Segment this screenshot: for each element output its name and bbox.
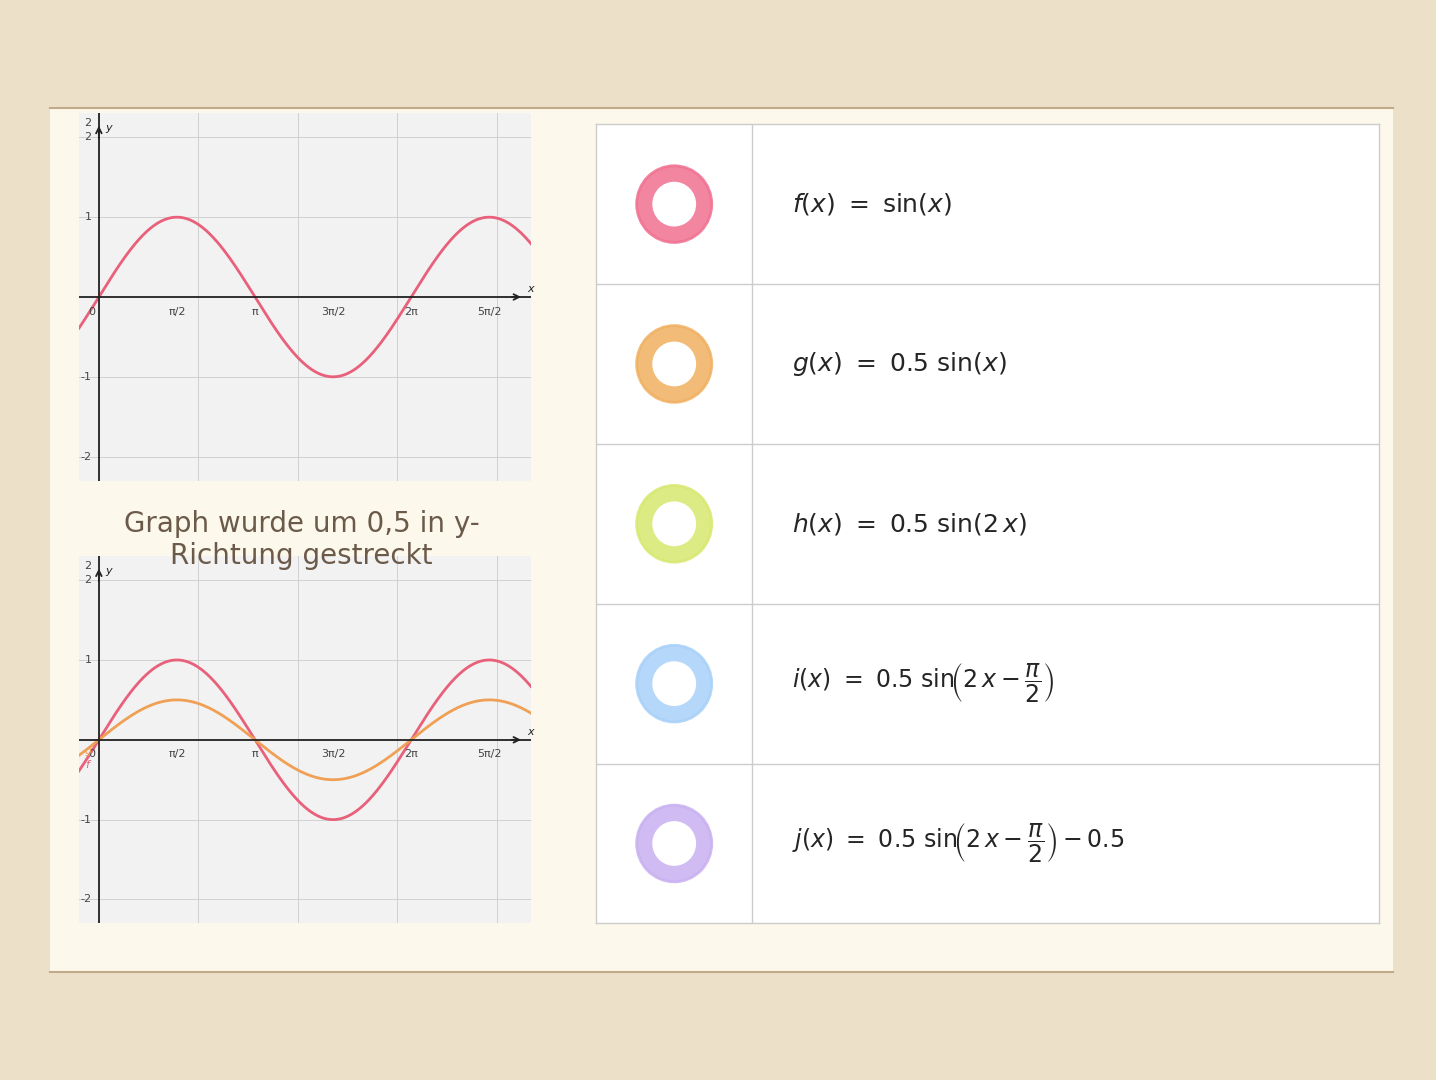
Text: π: π xyxy=(251,750,258,759)
Circle shape xyxy=(636,805,712,882)
Text: π/2: π/2 xyxy=(168,307,185,316)
Text: -1: -1 xyxy=(80,814,92,825)
Circle shape xyxy=(652,661,696,706)
Circle shape xyxy=(652,341,696,387)
Text: 1: 1 xyxy=(85,212,92,222)
Circle shape xyxy=(636,165,712,243)
Text: 5π/2: 5π/2 xyxy=(477,307,501,316)
Text: g: g xyxy=(85,746,92,756)
Text: y: y xyxy=(105,123,112,133)
Text: 3π/2: 3π/2 xyxy=(320,307,345,316)
Text: -2: -2 xyxy=(80,451,92,461)
Text: 3π/2: 3π/2 xyxy=(320,750,345,759)
Text: Graph wurde um 0,5 in y-
Richtung gestreckt: Graph wurde um 0,5 in y- Richtung gestre… xyxy=(123,510,480,570)
Text: 2π: 2π xyxy=(405,750,418,759)
Text: 2: 2 xyxy=(85,576,92,585)
Text: $j(x)\ =\ 0.5\ \mathrm{sin}\!\left(2\,x - \dfrac{\pi}{2}\right) - 0.5$: $j(x)\ =\ 0.5\ \mathrm{sin}\!\left(2\,x … xyxy=(791,822,1124,865)
Text: π/2: π/2 xyxy=(168,750,185,759)
Text: -1: -1 xyxy=(80,372,92,382)
Text: 0: 0 xyxy=(88,750,95,759)
Circle shape xyxy=(652,821,696,866)
Text: $i(x)\ =\ 0.5\ \mathrm{sin}\!\left(2\,x - \dfrac{\pi}{2}\right)$: $i(x)\ =\ 0.5\ \mathrm{sin}\!\left(2\,x … xyxy=(791,662,1054,705)
Text: $g(x)\ =\ 0.5\ \mathrm{sin}(x)$: $g(x)\ =\ 0.5\ \mathrm{sin}(x)$ xyxy=(791,350,1007,378)
Text: $f(x)\ =\ \mathrm{sin}(x)$: $f(x)\ =\ \mathrm{sin}(x)$ xyxy=(791,191,952,217)
Text: x: x xyxy=(527,284,534,294)
Circle shape xyxy=(652,181,696,227)
Text: 2: 2 xyxy=(85,133,92,143)
Text: 0: 0 xyxy=(88,307,95,316)
Text: 2π: 2π xyxy=(405,307,418,316)
Circle shape xyxy=(652,501,696,546)
Text: f: f xyxy=(85,759,89,770)
Text: π: π xyxy=(251,307,258,316)
Circle shape xyxy=(636,325,712,403)
Text: 5π/2: 5π/2 xyxy=(477,750,501,759)
Text: $h(x)\ =\ 0.5\ \mathrm{sin}(2\,x)$: $h(x)\ =\ 0.5\ \mathrm{sin}(2\,x)$ xyxy=(791,511,1027,537)
Circle shape xyxy=(636,645,712,723)
Text: 1: 1 xyxy=(85,654,92,665)
Text: 2: 2 xyxy=(85,561,92,570)
Text: x: x xyxy=(527,727,534,737)
Circle shape xyxy=(636,485,712,563)
Text: -2: -2 xyxy=(80,894,92,904)
Text: 2: 2 xyxy=(85,118,92,127)
Text: y: y xyxy=(105,566,112,576)
